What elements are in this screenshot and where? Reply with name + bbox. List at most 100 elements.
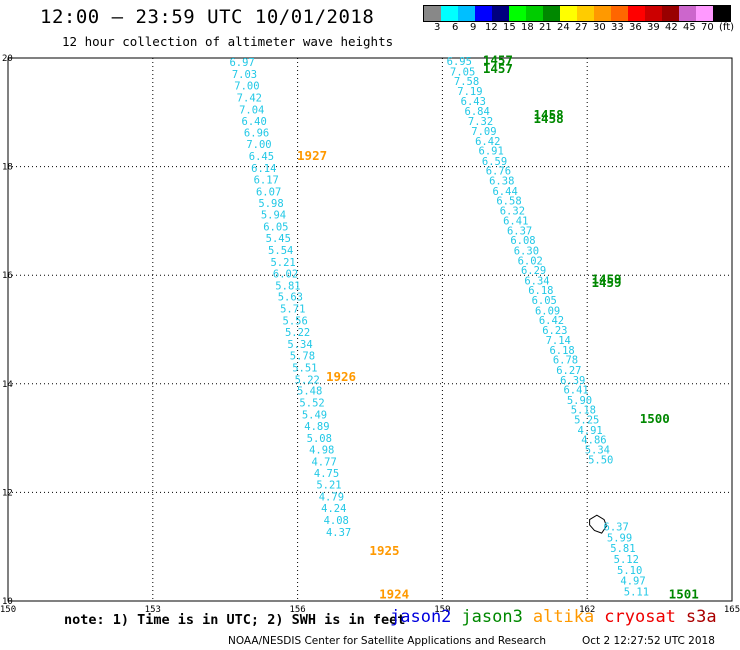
pass-time-label: 1459: [591, 275, 621, 290]
y-tick-label: 16: [2, 271, 13, 281]
wave-height-value: 5.90: [567, 395, 592, 407]
colorbar-swatch: [458, 6, 475, 21]
wave-height-value: 5.71: [280, 304, 305, 316]
wave-height-value: 7.00: [234, 80, 259, 92]
wave-height-value: 5.98: [258, 198, 283, 210]
pass-time-label: 1459: [591, 271, 621, 286]
wave-height-value: 6.43: [461, 96, 486, 108]
wave-height-value: 5.99: [607, 532, 632, 544]
wave-height-value: 6.02: [518, 255, 543, 267]
wave-height-value: 6.17: [254, 174, 279, 186]
wave-height-value: 6.42: [475, 136, 500, 148]
wave-height-value: 5.21: [270, 257, 295, 269]
wave-height-value: 6.18: [549, 345, 574, 357]
x-tick-label: 165: [724, 605, 740, 615]
wave-height-value: 7.03: [232, 69, 257, 81]
legend-cryosat: cryosat: [604, 607, 676, 627]
wave-height-value: 5.10: [617, 565, 642, 577]
colorbar-label: 36: [629, 22, 642, 33]
wave-height-value: 4.91: [577, 425, 602, 437]
colorbar-label: 24: [557, 22, 570, 33]
colorbar-swatch: [526, 6, 543, 21]
wave-height-value: 7.09: [471, 126, 496, 138]
wave-height-value: 4.37: [326, 527, 351, 539]
wave-height-value: 6.41: [563, 385, 588, 397]
wave-height-value: 6.42: [539, 315, 564, 327]
satellite-legend: jason2 jason3 altika cryosat s3a: [390, 607, 727, 627]
wave-height-value: 5.45: [266, 233, 291, 245]
colorbar-swatch: [475, 6, 492, 21]
wave-height-value: 6.95: [447, 56, 472, 68]
wave-height-value: 6.32: [500, 205, 525, 217]
y-tick-label: 14: [2, 380, 13, 390]
footnote: note: 1) Time is in UTC; 2) SWH is in fe…: [64, 612, 406, 628]
wave-height-value: 6.07: [256, 186, 281, 198]
colorbar-swatch: [543, 6, 560, 21]
x-tick-label: 162: [579, 605, 595, 615]
land-outline: [589, 514, 608, 534]
y-tick-label: 18: [2, 163, 13, 173]
colorbar-swatch: [577, 6, 594, 21]
colorbar-swatch: [696, 6, 713, 21]
wave-height-value: 5.78: [290, 350, 315, 362]
wave-height-value: 5.22: [295, 374, 320, 386]
colorbar-label: (ft): [719, 22, 735, 33]
wave-height-value: 7.04: [239, 104, 264, 116]
wave-height-value: 6.34: [524, 275, 549, 287]
legend-jason2: jason2: [390, 607, 452, 627]
pass-time-label: 1458: [534, 107, 564, 122]
wave-height-value: 6.05: [263, 222, 288, 234]
wave-height-value: 5.51: [292, 362, 317, 374]
y-tick-label: 10: [2, 597, 13, 607]
wave-height-value: 6.30: [514, 246, 539, 258]
wave-height-value: 7.42: [237, 92, 262, 104]
colorbar-label: 21: [539, 22, 552, 33]
wave-height-value: 6.37: [604, 521, 629, 533]
colorbar-label: 15: [503, 22, 516, 33]
colorbar-swatch: [492, 6, 509, 21]
colorbar-swatch: [645, 6, 662, 21]
colorbar-label: 27: [575, 22, 588, 33]
wave-height-value: 5.94: [261, 210, 286, 222]
satellite-tracks: 6.977.037.007.427.046.406.967.006.456.14…: [229, 53, 698, 602]
pass-time-label: 1925: [369, 543, 399, 558]
colorbar-swatch: [662, 6, 679, 21]
wave-height-value: 4.24: [321, 503, 346, 515]
colorbar-swatch: [594, 6, 611, 21]
generated-timestamp: Oct 2 12:27:52 UTC 2018: [582, 635, 715, 647]
wave-height-value: 6.76: [486, 166, 511, 178]
wave-height-value: 6.58: [496, 196, 521, 208]
wave-height-value: 7.32: [468, 116, 493, 128]
colorbar-label: 3: [434, 22, 441, 33]
y-tick-label: 20: [2, 54, 13, 64]
wave-height-value: 5.81: [610, 543, 635, 555]
axis-ticks: 150 153 156 159 162 165 20 18 16 14 12 10: [0, 54, 740, 615]
wave-height-value: 5.34: [585, 444, 610, 456]
wave-height-value: 6.23: [542, 325, 567, 337]
wave-height-value: 7.58: [454, 76, 479, 88]
page-subtitle: 12 hour collection of altimeter wave hei…: [62, 34, 394, 49]
wave-height-value: 7.14: [546, 335, 571, 347]
wave-height-value: 5.52: [299, 398, 324, 410]
wave-height-value: 6.39: [560, 375, 585, 387]
wave-height-value: 6.84: [465, 106, 490, 118]
wave-height-value: 4.98: [309, 444, 334, 456]
wave-height-value: 6.38: [489, 176, 514, 188]
wave-height-value: 6.45: [249, 151, 274, 163]
page-title: 12:00 — 23:59 UTC 10/01/2018: [40, 6, 375, 28]
colorbar-label: 6: [452, 22, 459, 33]
wave-height-value: 6.59: [482, 156, 507, 168]
wave-height-value: 5.81: [275, 280, 300, 292]
wave-height-value: 4.08: [324, 515, 349, 527]
wave-height-value: 5.49: [302, 410, 327, 422]
pass-time-label: 1501: [669, 586, 699, 601]
colorbar-label: 30: [593, 22, 606, 33]
wave-height-value: 6.09: [535, 305, 560, 317]
wave-height-value: 6.27: [556, 365, 581, 377]
wave-height-value: 5.48: [297, 386, 322, 398]
colorbar-label: 18: [521, 22, 534, 33]
legend-altika: altika: [532, 607, 595, 627]
wave-height-value: 4.77: [311, 456, 336, 468]
colorbar-swatch: [713, 6, 730, 21]
